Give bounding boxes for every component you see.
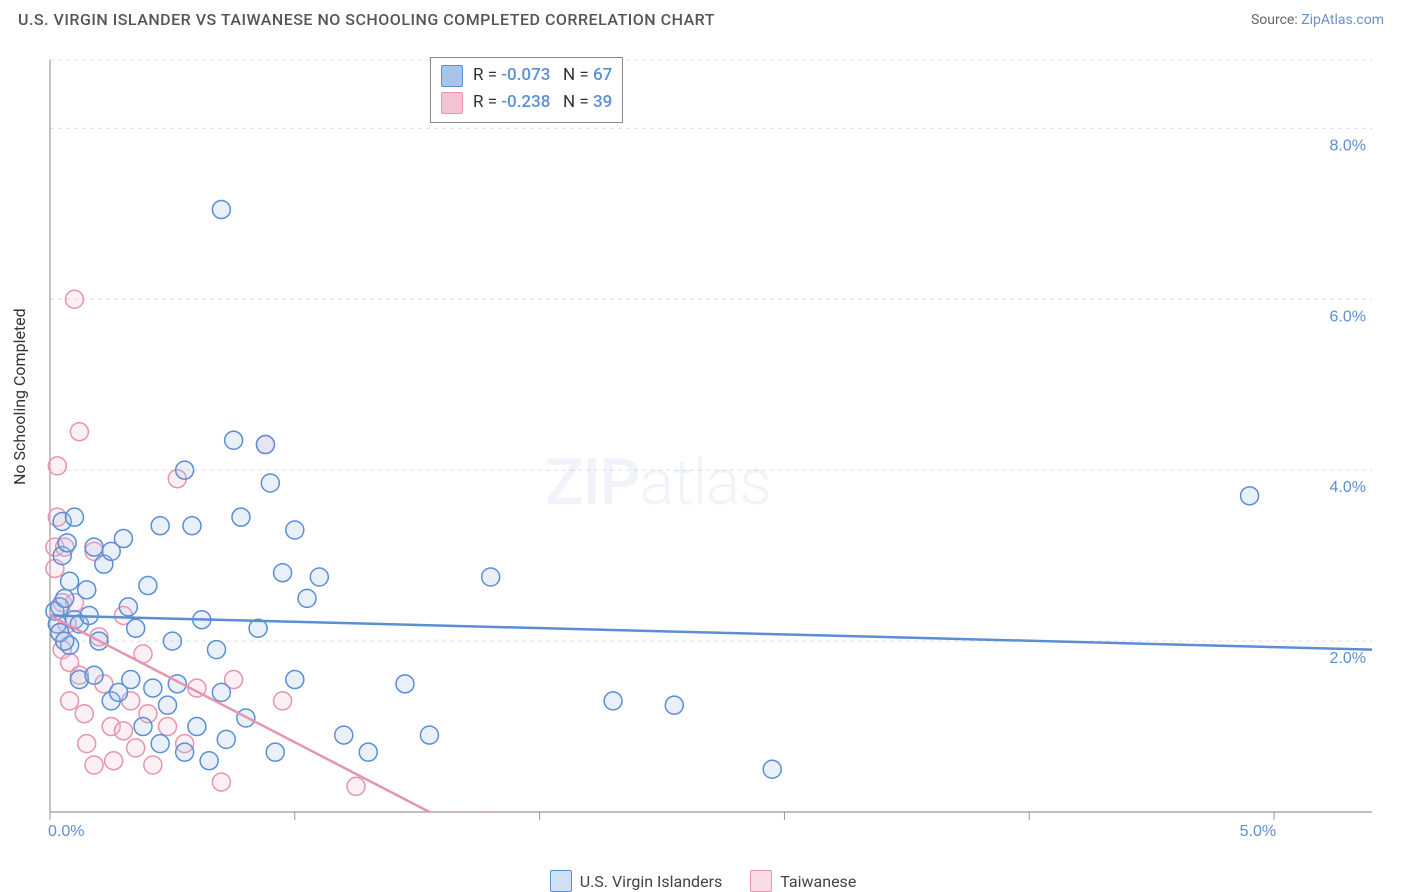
- svg-text:5.0%: 5.0%: [1240, 823, 1276, 840]
- corr-row-0: R = -0.073 N = 67: [441, 62, 612, 89]
- y-axis-label: No Schooling Completed: [10, 308, 29, 485]
- legend-label-1: Taiwanese: [780, 872, 856, 891]
- legend-item-1: Taiwanese: [750, 870, 856, 892]
- svg-text:8.0%: 8.0%: [1330, 137, 1366, 154]
- scatter-plot-svg: 2.0% 4.0% 6.0% 8.0% 0.0% 5.0%: [0, 45, 1406, 840]
- source-label: Source:: [1251, 12, 1298, 28]
- n-value-1: 39: [593, 92, 612, 112]
- chart-header: U.S. VIRGIN ISLANDER VS TAIWANESE NO SCH…: [0, 0, 1406, 37]
- svg-text:0.0%: 0.0%: [48, 823, 84, 840]
- legend-label-0: U.S. Virgin Islanders: [580, 872, 723, 891]
- corr-row-1: R = -0.238 N = 39: [441, 89, 612, 116]
- svg-text:4.0%: 4.0%: [1330, 479, 1366, 496]
- legend-swatch-1: [750, 870, 772, 892]
- series-legend: U.S. Virgin Islanders Taiwanese: [0, 864, 1406, 892]
- source-link[interactable]: ZipAtlas.com: [1301, 12, 1384, 28]
- r-value-1: -0.238: [501, 92, 550, 112]
- correlation-legend: R = -0.073 N = 67 R = -0.238 N = 39: [430, 57, 623, 123]
- legend-swatch-0: [550, 870, 572, 892]
- n-value-0: 67: [593, 65, 612, 85]
- legend-item-0: U.S. Virgin Islanders: [550, 870, 723, 892]
- corr-swatch-0: [441, 65, 463, 87]
- chart-source: Source: ZipAtlas.com: [1251, 12, 1384, 28]
- r-value-0: -0.073: [501, 65, 550, 85]
- svg-text:2.0%: 2.0%: [1330, 650, 1366, 667]
- svg-text:6.0%: 6.0%: [1330, 308, 1366, 325]
- corr-swatch-1: [441, 92, 463, 114]
- chart-area: No Schooling Completed 2.0% 4.0% 6.0% 8.0% 0…: [0, 45, 1406, 892]
- chart-title: U.S. VIRGIN ISLANDER VS TAIWANESE NO SCH…: [18, 10, 715, 29]
